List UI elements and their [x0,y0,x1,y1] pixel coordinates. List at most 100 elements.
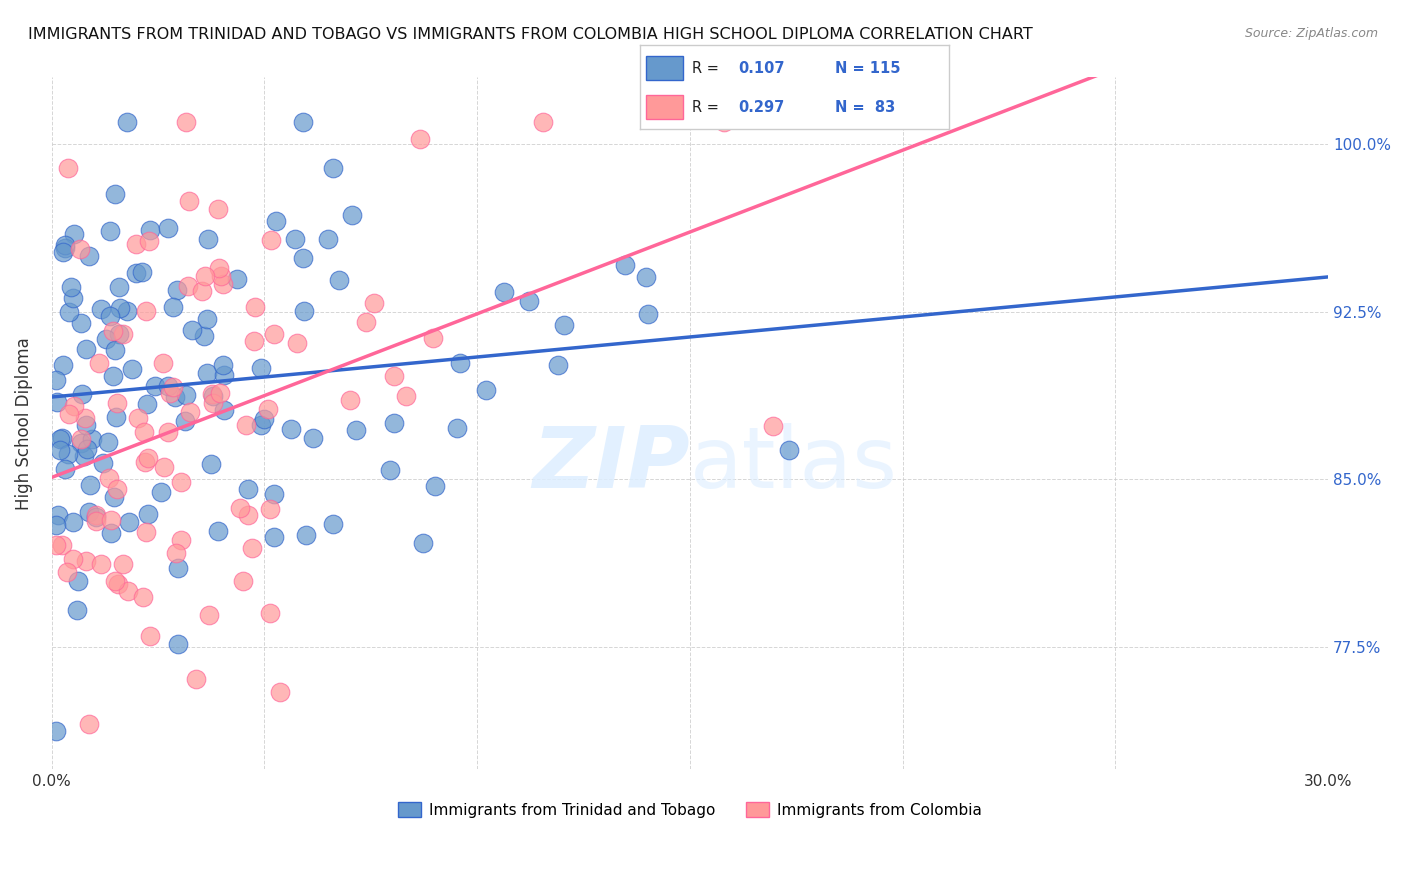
Immigrants from Trinidad and Tobago [77,506,100,520]
Immigrants from Colombia [422,331,444,345]
Immigrants from Trinidad and Tobago [82,433,104,447]
Immigrants from Trinidad and Tobago [46,508,69,522]
Immigrants from Trinidad and Tobago [280,422,302,436]
Immigrants from Colombia [382,368,405,383]
Immigrants from Colombia [363,296,385,310]
Immigrants from Colombia [162,380,184,394]
Immigrants from Trinidad and Tobago [103,369,125,384]
Immigrants from Trinidad and Tobago [62,516,84,530]
Immigrants from Trinidad and Tobago [291,251,314,265]
Immigrants from Trinidad and Tobago [547,358,569,372]
Immigrants from Colombia [103,325,125,339]
Immigrants from Trinidad and Tobago [70,386,93,401]
Immigrants from Trinidad and Tobago [636,270,658,285]
Immigrants from Trinidad and Tobago [200,457,222,471]
Immigrants from Colombia [174,115,197,129]
Text: N =  83: N = 83 [835,100,894,115]
Text: R =: R = [692,100,724,115]
Immigrants from Colombia [202,396,225,410]
Immigrants from Colombia [132,425,155,440]
Immigrants from Colombia [257,401,280,416]
Immigrants from Trinidad and Tobago [62,292,84,306]
Immigrants from Trinidad and Tobago [263,530,285,544]
Immigrants from Colombia [762,419,785,434]
Immigrants from Colombia [339,392,361,407]
Immigrants from Colombia [62,552,84,566]
Immigrants from Trinidad and Tobago [121,362,143,376]
Immigrants from Colombia [259,607,281,621]
Immigrants from Trinidad and Tobago [79,249,101,263]
Immigrants from Trinidad and Tobago [104,410,127,425]
Text: R =: R = [692,61,724,76]
FancyBboxPatch shape [645,95,683,120]
Immigrants from Trinidad and Tobago [75,417,97,432]
Immigrants from Trinidad and Tobago [107,326,129,341]
Immigrants from Trinidad and Tobago [340,208,363,222]
Immigrants from Colombia [84,514,107,528]
Immigrants from Trinidad and Tobago [162,300,184,314]
Immigrants from Trinidad and Tobago [45,373,67,387]
Immigrants from Trinidad and Tobago [201,389,224,403]
Immigrants from Trinidad and Tobago [253,411,276,425]
Immigrants from Colombia [263,326,285,341]
Immigrants from Trinidad and Tobago [637,307,659,321]
Immigrants from Colombia [45,538,67,552]
Immigrants from Trinidad and Tobago [614,258,637,272]
Immigrants from Trinidad and Tobago [181,323,204,337]
Immigrants from Trinidad and Tobago [45,724,67,739]
Immigrants from Trinidad and Tobago [98,224,121,238]
Immigrants from Trinidad and Tobago [291,115,314,129]
Immigrants from Colombia [73,411,96,425]
Immigrants from Trinidad and Tobago [156,379,179,393]
Immigrants from Trinidad and Tobago [157,220,180,235]
Immigrants from Trinidad and Tobago [176,388,198,402]
Immigrants from Colombia [186,672,208,686]
Immigrants from Trinidad and Tobago [53,237,76,252]
Immigrants from Trinidad and Tobago [446,421,468,435]
Immigrants from Trinidad and Tobago [322,516,344,531]
Immigrants from Trinidad and Tobago [108,301,131,315]
Immigrants from Trinidad and Tobago [250,418,273,433]
Immigrants from Trinidad and Tobago [66,602,89,616]
Immigrants from Colombia [194,268,217,283]
Immigrants from Trinidad and Tobago [84,509,107,524]
Immigrants from Trinidad and Tobago [163,390,186,404]
Immigrants from Colombia [259,502,281,516]
Immigrants from Trinidad and Tobago [46,395,69,409]
Immigrants from Trinidad and Tobago [207,524,229,539]
Immigrants from Trinidad and Tobago [302,431,325,445]
Immigrants from Colombia [125,236,148,251]
Immigrants from Colombia [179,194,201,208]
Immigrants from Colombia [117,584,139,599]
Immigrants from Trinidad and Tobago [135,397,157,411]
Immigrants from Trinidad and Tobago [117,304,139,318]
Immigrants from Trinidad and Tobago [98,309,121,323]
Immigrants from Colombia [112,326,135,341]
Immigrants from Colombia [156,425,179,439]
Immigrants from Colombia [136,450,159,465]
Immigrants from Trinidad and Tobago [380,463,402,477]
Immigrants from Colombia [139,629,162,643]
Immigrants from Trinidad and Tobago [51,431,73,445]
Immigrants from Trinidad and Tobago [75,343,97,357]
Immigrants from Colombia [212,277,235,292]
Immigrants from Colombia [90,557,112,571]
Immigrants from Trinidad and Tobago [197,232,219,246]
Immigrants from Colombia [135,304,157,318]
Immigrants from Trinidad and Tobago [56,447,79,461]
Immigrants from Trinidad and Tobago [492,285,515,299]
Immigrants from Colombia [229,500,252,515]
Immigrants from Colombia [98,470,121,484]
Immigrants from Trinidad and Tobago [382,416,405,430]
Text: IMMIGRANTS FROM TRINIDAD AND TOBAGO VS IMMIGRANTS FROM COLOMBIA HIGH SCHOOL DIPL: IMMIGRANTS FROM TRINIDAD AND TOBAGO VS I… [28,27,1033,42]
Text: 0.107: 0.107 [738,61,785,76]
Immigrants from Trinidad and Tobago [49,432,72,446]
Immigrants from Trinidad and Tobago [104,343,127,358]
Immigrants from Trinidad and Tobago [139,223,162,237]
Immigrants from Trinidad and Tobago [52,244,75,259]
Immigrants from Colombia [138,234,160,248]
Immigrants from Trinidad and Tobago [449,356,471,370]
Immigrants from Trinidad and Tobago [131,265,153,279]
Immigrants from Trinidad and Tobago [517,294,540,309]
Immigrants from Colombia [152,356,174,370]
